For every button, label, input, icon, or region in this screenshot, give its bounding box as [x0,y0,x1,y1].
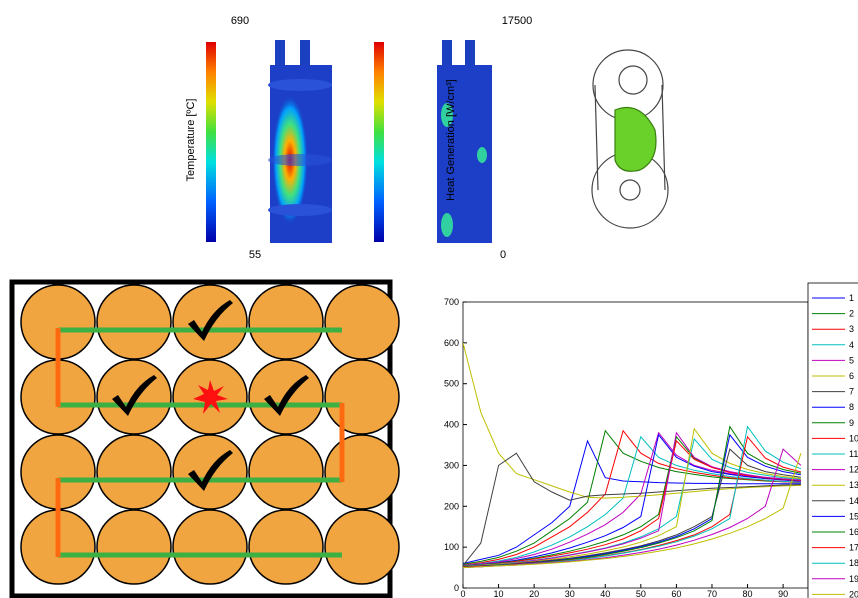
cell [325,360,399,434]
gear-sketch [592,50,668,228]
legend-label: 9 [849,418,854,428]
legend-label: 15 [849,511,858,521]
temp-label: Temperature [ºC] [185,99,197,182]
legend-label: 11 [849,449,858,459]
cell [249,435,323,509]
y-tick-label: 200 [444,501,459,511]
cell [249,285,323,359]
figure: 690 Temperature [ºC] 55 17500 Heat Gener… [0,0,858,598]
legend-label: 17 [849,543,858,553]
y-tick-label: 0 [454,583,459,593]
temp-max: 690 [231,15,249,27]
legend-label: 6 [849,371,854,381]
legend-label: 7 [849,387,854,397]
cell [325,510,399,584]
legend-label: 13 [849,480,858,490]
temp-cylinder [268,40,332,243]
x-tick-label: 60 [671,589,681,598]
cell [325,435,399,509]
cell [97,435,171,509]
cell [97,510,171,584]
legend-label: 2 [849,309,854,319]
legend-label: 5 [849,355,854,365]
x-tick-label: 40 [600,589,610,598]
y-tick-label: 700 [444,297,459,307]
legend-label: 14 [849,496,858,506]
x-tick-label: 30 [565,589,575,598]
x-tick-label: 20 [529,589,539,598]
line-chart: 0 100 200 300 400 500 600 700 0 10 20 30 40 50 60 70 80 9… [444,297,808,598]
cell [173,510,247,584]
y-tick-label: 400 [444,420,459,430]
legend-label: 16 [849,527,858,537]
legend-label: 8 [849,402,854,412]
heat-max: 17500 [502,15,533,27]
legend-label: 1 [849,293,854,303]
legend-label: 4 [849,340,854,350]
x-tick-label: 0 [460,589,465,598]
plot-frame [463,302,808,588]
x-tick-label: 50 [636,589,646,598]
legend-label: 18 [849,558,858,568]
x-tick-label: 80 [743,589,753,598]
heat-min: 0 [500,249,506,261]
page: {"figure": {"temp_max": "690", "temp_min… [0,0,858,598]
temp-min: 55 [249,249,261,261]
legend-label: 10 [849,433,858,443]
heat-colorbar [374,42,384,242]
cell [325,285,399,359]
y-tick-label: 500 [444,379,459,389]
x-tick-label: 10 [494,589,504,598]
x-tick-label: 70 [707,589,717,598]
legend-label: 12 [849,465,858,475]
cell [97,285,171,359]
legend-label: 20 [849,589,858,598]
grid-diagram [12,282,399,596]
x-tick-label: 90 [778,589,788,598]
heat-label: Heat Generation [W/cm³] [445,79,457,201]
cell [249,510,323,584]
temp-colorbar [206,42,216,242]
y-tick-label: 100 [444,542,459,552]
legend-label: 19 [849,574,858,584]
legend-label: 3 [849,324,854,334]
y-tick-label: 300 [444,460,459,470]
y-tick-label: 600 [444,338,459,348]
